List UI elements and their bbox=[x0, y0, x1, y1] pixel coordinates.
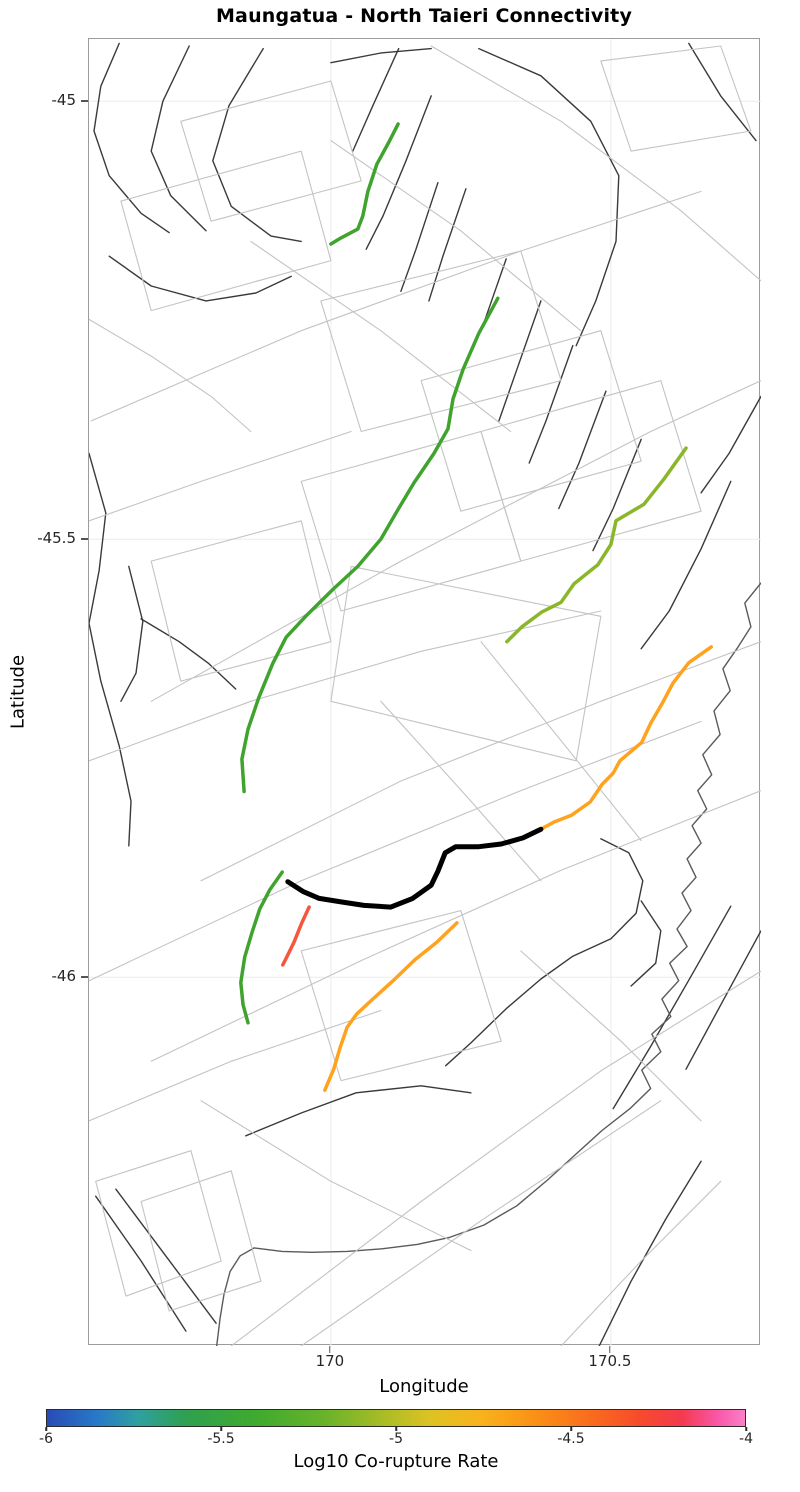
fault-trace bbox=[150, 380, 761, 702]
fault-trace bbox=[330, 140, 582, 332]
y-tick-label: -45.5 bbox=[37, 529, 76, 548]
fault-trace bbox=[150, 520, 332, 682]
x-tick-mark bbox=[329, 1346, 331, 1353]
colorbar-tick-label: -5.5 bbox=[207, 1431, 235, 1447]
fault-trace bbox=[89, 452, 132, 847]
fault-trace bbox=[445, 838, 644, 1067]
fault-trace bbox=[120, 565, 144, 702]
fault-trace bbox=[700, 395, 761, 494]
y-tick-mark bbox=[81, 976, 88, 978]
fault-trace bbox=[245, 1085, 472, 1137]
fault-trace bbox=[592, 438, 642, 552]
y-tick-mark bbox=[81, 538, 88, 540]
fault-trace bbox=[330, 47, 432, 64]
colorbar-gradient bbox=[47, 1410, 745, 1426]
colorbar-tick-mark bbox=[45, 1427, 47, 1431]
fault-trace bbox=[212, 47, 302, 243]
fault-trace bbox=[558, 390, 607, 510]
colorbar-tick-label: -5 bbox=[389, 1431, 403, 1447]
fault-trace bbox=[420, 330, 642, 512]
fault-trace bbox=[150, 790, 761, 1062]
fault-trace bbox=[250, 240, 512, 433]
y-tick-mark bbox=[81, 100, 88, 102]
fault-trace bbox=[95, 1150, 222, 1297]
fault-trace bbox=[400, 181, 439, 293]
x-axis-label: Longitude bbox=[379, 1376, 469, 1397]
y-tick-label: -46 bbox=[51, 967, 77, 986]
fault-trace bbox=[180, 80, 362, 222]
fault-trace bbox=[120, 150, 332, 312]
plot-area bbox=[88, 38, 761, 1346]
coastline bbox=[215, 582, 761, 1346]
highlighted-fault-yellowgreen-east bbox=[505, 446, 688, 644]
chart-title: Maungatua - North Taieri Connectivity bbox=[215, 5, 633, 27]
fault-trace bbox=[93, 42, 170, 234]
fault-trace bbox=[528, 344, 574, 464]
fault-trace bbox=[352, 47, 400, 152]
colorbar bbox=[46, 1409, 746, 1427]
fault-trace bbox=[89, 1009, 382, 1122]
highlighted-fault-main-black bbox=[285, 826, 544, 910]
fault-trace bbox=[428, 188, 467, 302]
fault-trace bbox=[640, 480, 732, 650]
fault-trace bbox=[230, 970, 761, 1346]
highlighted-fault-green-north bbox=[329, 122, 400, 246]
fault-trace bbox=[612, 905, 732, 1110]
fault-trace bbox=[330, 565, 602, 762]
fault-trace bbox=[150, 45, 207, 232]
colorbar-tick-label: -4 bbox=[739, 1431, 753, 1447]
fault-trace bbox=[600, 45, 752, 152]
fault-trace bbox=[630, 900, 662, 987]
fault-trace bbox=[140, 1170, 262, 1312]
map-svg bbox=[89, 39, 761, 1346]
colorbar-tick-mark bbox=[395, 1427, 397, 1431]
fault-trace bbox=[200, 1100, 472, 1252]
fault-trace bbox=[365, 95, 432, 250]
x-tick-label: 170.5 bbox=[588, 1352, 632, 1370]
fault-trace bbox=[520, 950, 702, 1122]
highlighted-fault-orange-east bbox=[539, 645, 713, 831]
highlighted-fault-orange-south bbox=[323, 921, 459, 1092]
fault-trace bbox=[89, 430, 352, 522]
highlighted-fault-red-short bbox=[281, 905, 311, 967]
x-tick-label: 170 bbox=[315, 1352, 345, 1370]
fault-trace bbox=[300, 910, 502, 1082]
fault-trace bbox=[94, 1195, 187, 1332]
fault-trace bbox=[89, 720, 702, 982]
highlighted-fault-green-long-central bbox=[240, 296, 500, 794]
fault-trace bbox=[90, 190, 702, 422]
colorbar-tick-mark bbox=[570, 1427, 572, 1431]
fault-trace bbox=[498, 300, 542, 422]
fault-trace bbox=[89, 610, 602, 762]
fault-trace bbox=[380, 700, 542, 882]
y-axis-label: Latitude bbox=[7, 654, 29, 730]
fault-trace bbox=[300, 430, 522, 612]
fault-trace bbox=[598, 1160, 702, 1346]
y-tick-label: -45 bbox=[51, 91, 77, 110]
colorbar-tick-mark bbox=[745, 1427, 747, 1431]
fault-trace bbox=[688, 42, 757, 142]
fault-trace bbox=[115, 1188, 217, 1324]
colorbar-tick-mark bbox=[220, 1427, 222, 1431]
colorbar-tick-label: -4.5 bbox=[557, 1431, 585, 1447]
fault-trace bbox=[300, 1100, 662, 1346]
fault-trace bbox=[89, 318, 252, 433]
fault-trace bbox=[140, 618, 237, 690]
fault-trace bbox=[478, 47, 620, 347]
x-tick-mark bbox=[609, 1346, 611, 1353]
fault-trace bbox=[685, 930, 761, 1070]
fault-trace bbox=[320, 250, 562, 433]
fault-trace bbox=[560, 1180, 722, 1346]
highlighted-fault-green-southwest bbox=[239, 870, 284, 1025]
colorbar-label: Log10 Co-rupture Rate bbox=[293, 1451, 499, 1472]
fault-trace bbox=[430, 45, 761, 282]
fault-trace bbox=[480, 641, 642, 842]
colorbar-tick-label: -6 bbox=[39, 1431, 53, 1447]
fault-trace bbox=[108, 255, 292, 302]
